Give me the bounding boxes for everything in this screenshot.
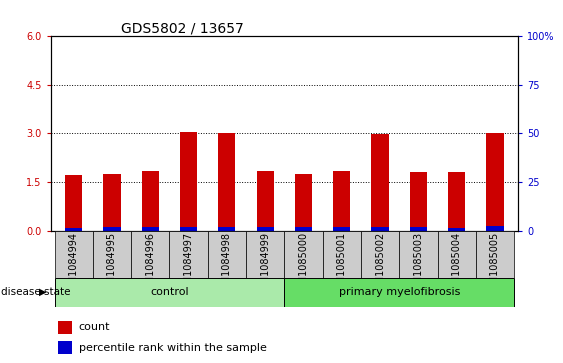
Bar (372, 134, 388, 231)
Bar (361, 231, 399, 278)
Bar (180, 227, 197, 231)
Text: GSM1084999: GSM1084999 (260, 232, 270, 297)
Bar (180, 132, 197, 231)
Bar (57, 341, 72, 354)
Bar (295, 227, 312, 231)
Text: disease state: disease state (1, 287, 70, 297)
Bar (257, 227, 274, 231)
Bar (448, 228, 465, 231)
Bar (104, 227, 120, 231)
Bar (295, 174, 312, 231)
Bar (284, 231, 323, 278)
Bar (246, 231, 284, 278)
Bar (65, 175, 82, 231)
Text: GSM1084996: GSM1084996 (145, 232, 155, 297)
Text: ▶: ▶ (39, 287, 47, 297)
Bar (399, 231, 437, 278)
Bar (323, 231, 361, 278)
Text: GSM1084998: GSM1084998 (222, 232, 232, 297)
Bar (486, 226, 503, 231)
Bar (208, 231, 246, 278)
Bar (55, 278, 284, 307)
Bar (131, 231, 169, 278)
Text: GSM1084994: GSM1084994 (69, 232, 79, 297)
Bar (93, 231, 131, 278)
Bar (65, 228, 82, 231)
Bar (218, 227, 235, 231)
Bar (410, 227, 427, 231)
Text: GDS5802 / 13657: GDS5802 / 13657 (120, 21, 244, 35)
Bar (284, 278, 514, 307)
Text: GSM1085002: GSM1085002 (375, 232, 385, 297)
Text: control: control (150, 287, 189, 297)
Bar (142, 227, 159, 231)
Bar (372, 227, 388, 231)
Bar (218, 134, 235, 231)
Bar (55, 231, 93, 278)
Bar (142, 171, 159, 231)
Text: GSM1085003: GSM1085003 (413, 232, 423, 297)
Bar (333, 171, 350, 231)
Bar (448, 172, 465, 231)
Text: primary myelofibrosis: primary myelofibrosis (338, 287, 460, 297)
Text: GSM1084997: GSM1084997 (184, 232, 194, 297)
Text: count: count (79, 322, 110, 333)
Bar (437, 231, 476, 278)
Bar (333, 227, 350, 231)
Bar (410, 172, 427, 231)
Text: GSM1085000: GSM1085000 (298, 232, 309, 297)
Bar (57, 321, 72, 334)
Bar (476, 231, 514, 278)
Bar (486, 134, 503, 231)
Bar (169, 231, 208, 278)
Bar (104, 174, 120, 231)
Text: GSM1085005: GSM1085005 (490, 232, 500, 297)
Text: percentile rank within the sample: percentile rank within the sample (79, 343, 267, 353)
Text: GSM1085001: GSM1085001 (337, 232, 347, 297)
Text: GSM1085004: GSM1085004 (452, 232, 462, 297)
Bar (257, 171, 274, 231)
Text: GSM1084995: GSM1084995 (107, 232, 117, 297)
